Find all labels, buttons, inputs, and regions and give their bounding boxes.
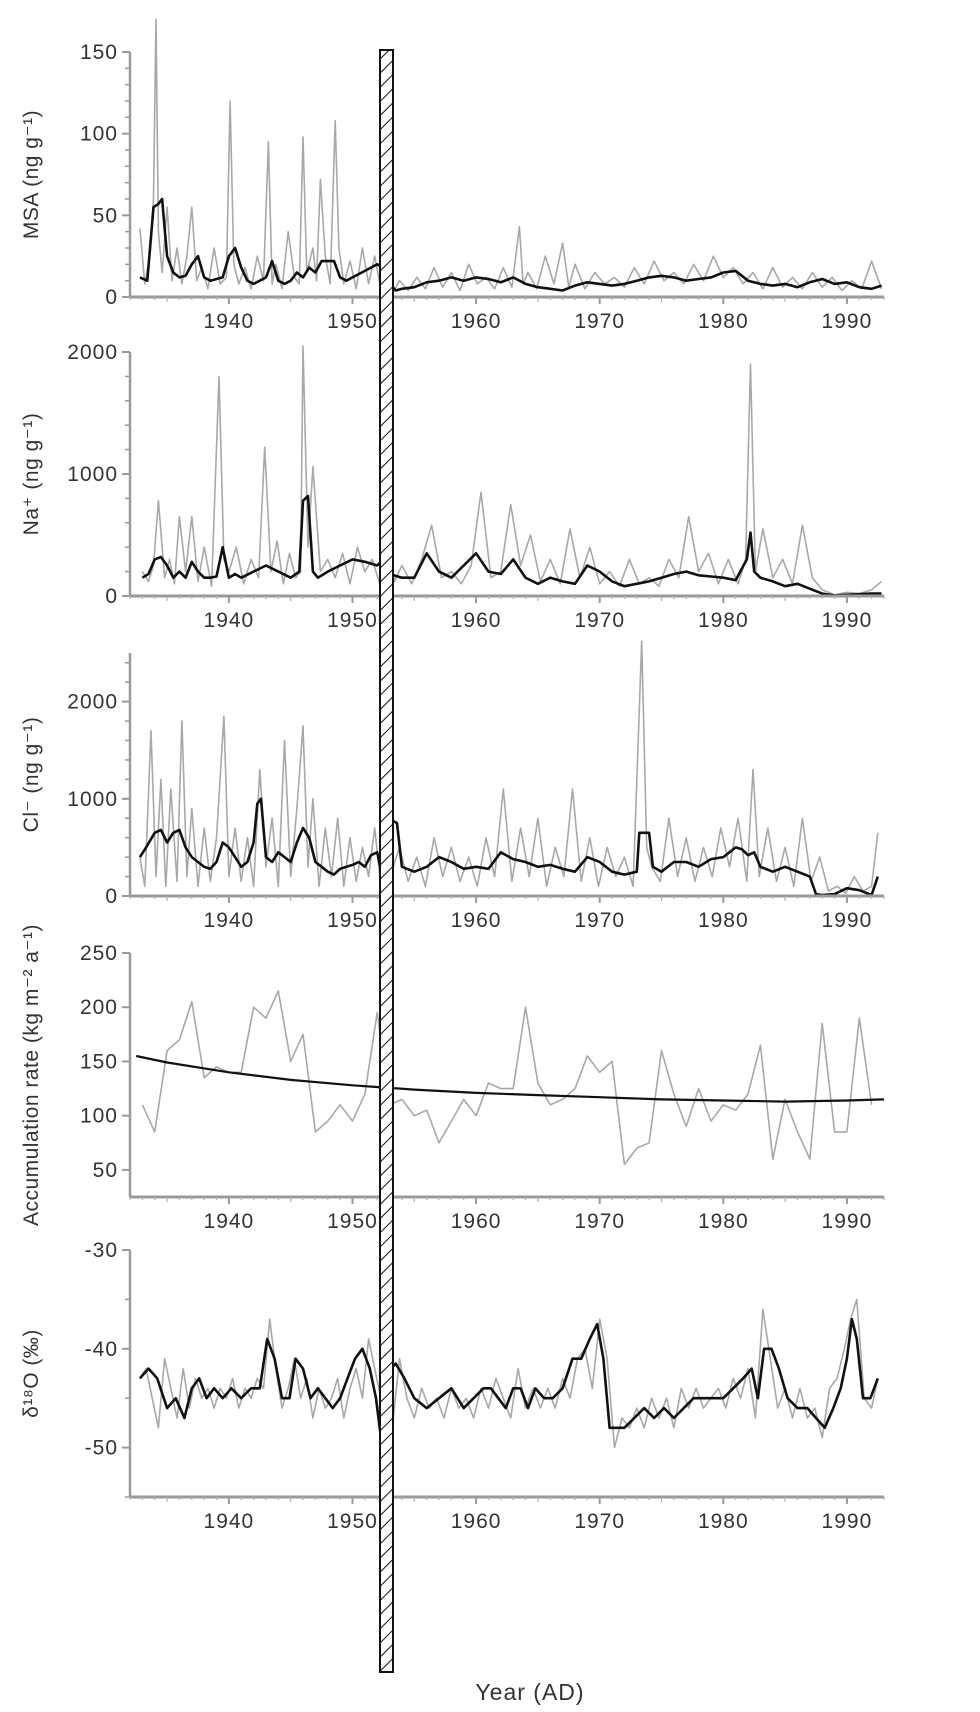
series-raw-line <box>139 1298 879 1449</box>
x-tick-label: 1960 <box>451 909 502 932</box>
panel-1: 0 50 100 150 1940 1950 1960 1970 1980 1990 MSA (ng… <box>20 18 885 333</box>
y-tick-label: -30 <box>85 1239 118 1262</box>
y-tick-label: -40 <box>85 1338 118 1361</box>
x-axis-label: Year (AD) <box>475 1679 584 1705</box>
y-tick-label: 1000 <box>67 463 118 486</box>
y-tick-label: 150 <box>80 1050 118 1073</box>
panel-3: 0 1000 2000 1940 1950 1960 1970 1980 1990 Cl⁻ (ng… <box>20 640 885 932</box>
y-tick-label: 0 <box>105 286 118 309</box>
x-tick-label: 1940 <box>204 310 255 333</box>
x-tick-label: 1980 <box>698 1210 749 1233</box>
x-tick-label: 1980 <box>698 909 749 932</box>
x-tick-label: 1970 <box>574 310 625 333</box>
panel-5: -30 -40 -50 1940 1950 1960 1970 1980 1990 δ¹⁸O (‰… <box>20 1239 885 1533</box>
x-tick-label: 1970 <box>574 1510 625 1533</box>
y-tick-label: 0 <box>105 585 118 608</box>
x-tick-label: 1960 <box>451 310 502 333</box>
x-tick-label: 1990 <box>822 310 873 333</box>
x-tick-label: 1990 <box>822 1510 873 1533</box>
x-tick-label: 1980 <box>698 310 749 333</box>
y-tick-label: 1000 <box>67 788 118 811</box>
series-trend-line <box>135 1054 885 1103</box>
y-tick-label: 50 <box>93 204 118 227</box>
x-tick-label: 1940 <box>204 609 255 632</box>
y-tick-label: 250 <box>80 942 118 965</box>
series-raw-line <box>141 345 883 596</box>
y-tick-label: 100 <box>80 123 118 146</box>
x-tick-label: 1970 <box>574 909 625 932</box>
hatched-band-rect <box>379 49 394 1673</box>
x-tick-label: 1950 <box>327 909 378 932</box>
x-tick-label: 1940 <box>204 1510 255 1533</box>
y-tick-label: 2000 <box>67 691 118 714</box>
x-tick-label: 1950 <box>327 1210 378 1233</box>
series-smoothed-line <box>138 797 880 897</box>
x-tick-label: 1960 <box>451 1210 502 1233</box>
y-axis-label: Na⁺ (ng g⁻¹) <box>20 413 43 536</box>
x-tick-label: 1960 <box>451 609 502 632</box>
panels: 0 50 100 150 1940 1950 1960 1970 1980 1990 MSA (ng… <box>20 18 885 1533</box>
x-tick-label: 1980 <box>698 1510 749 1533</box>
y-tick-label: 2000 <box>67 341 118 364</box>
x-tick-label: 1940 <box>204 1210 255 1233</box>
y-tick-label: 100 <box>80 1105 118 1128</box>
x-tick-label: 1960 <box>451 1510 502 1533</box>
x-tick-label: 1950 <box>327 609 378 632</box>
x-tick-label: 1990 <box>822 609 873 632</box>
y-tick-label: -50 <box>85 1437 118 1460</box>
y-tick-label: 50 <box>93 1159 118 1182</box>
y-axis-label: Cl⁻ (ng g⁻¹) <box>20 717 43 833</box>
x-tick-label: 1950 <box>327 310 378 333</box>
y-tick-label: 150 <box>80 41 118 64</box>
y-axis-label: δ¹⁸O (‰) <box>20 1329 43 1418</box>
x-tick-label: 1970 <box>574 609 625 632</box>
x-tick-label: 1940 <box>204 909 255 932</box>
series-smoothed-line <box>139 197 882 292</box>
x-tick-label: 1970 <box>574 1210 625 1233</box>
panel-4: 50 100 150 200 250 1940 1950 1960 1970 1980 1990 Ac… <box>20 924 885 1233</box>
x-tick-label: 1950 <box>327 1510 378 1533</box>
y-axis-label: MSA (ng g⁻¹) <box>20 110 43 239</box>
series-raw-line <box>139 18 883 293</box>
panel-2: 0 1000 2000 1940 1950 1960 1970 1980 1990 Na⁺ (ng… <box>20 341 885 632</box>
x-tick-label: 1990 <box>822 1210 873 1233</box>
x-tick-label: 1990 <box>822 909 873 932</box>
series-smoothed-line <box>138 1317 880 1439</box>
series-smoothed-line <box>141 494 882 597</box>
series-raw-line <box>141 990 873 1166</box>
y-tick-label: 0 <box>105 885 118 908</box>
y-axis-label: Accumulation rate (kg m⁻² a⁻¹) <box>20 924 43 1226</box>
x-tick-label: 1980 <box>698 609 749 632</box>
hatched-band <box>379 49 394 1673</box>
y-tick-label: 200 <box>80 996 118 1019</box>
